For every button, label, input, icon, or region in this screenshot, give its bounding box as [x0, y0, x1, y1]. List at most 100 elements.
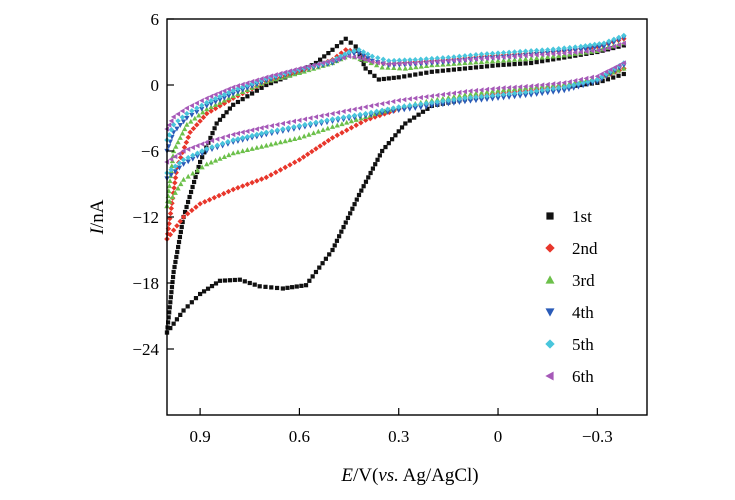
data-point — [203, 146, 210, 152]
data-point — [367, 70, 373, 75]
data-point — [208, 101, 214, 107]
data-point — [599, 71, 604, 77]
data-point — [310, 274, 315, 279]
data-point — [185, 134, 192, 141]
data-point — [287, 68, 293, 74]
data-point — [177, 135, 183, 140]
data-point — [174, 317, 180, 322]
data-point — [170, 121, 177, 128]
data-point — [407, 118, 412, 123]
x-axis-label: E/V(vs. Ag/AgCl) — [340, 465, 478, 486]
data-point — [572, 49, 578, 55]
data-point — [612, 64, 618, 71]
data-point — [320, 261, 325, 266]
data-point — [580, 80, 586, 86]
data-point — [571, 85, 577, 91]
legend-marker — [545, 339, 555, 349]
data-point — [368, 103, 374, 109]
data-point — [495, 87, 501, 93]
data-point — [429, 99, 435, 106]
data-point — [249, 78, 255, 85]
data-point — [280, 120, 285, 127]
data-point — [232, 277, 237, 283]
data-point — [208, 135, 213, 141]
data-point — [591, 41, 598, 48]
data-point — [330, 47, 335, 52]
y-tick-label: 0 — [151, 76, 160, 95]
data-point — [170, 227, 177, 233]
data-point — [561, 45, 567, 51]
data-point — [179, 130, 186, 136]
data-point — [489, 50, 496, 57]
data-point — [258, 125, 264, 131]
data-point — [197, 118, 203, 124]
data-point — [550, 89, 556, 95]
data-point — [572, 77, 578, 84]
data-point — [582, 47, 589, 52]
data-point — [184, 105, 189, 111]
data-point — [175, 185, 181, 191]
data-point — [434, 58, 440, 65]
data-point — [468, 65, 473, 71]
data-point — [539, 54, 545, 60]
data-point — [201, 289, 207, 294]
data-point — [351, 106, 357, 112]
data-point — [185, 304, 190, 309]
data-point — [361, 184, 366, 189]
data-point — [244, 82, 251, 89]
data-point — [230, 87, 236, 94]
data-point — [230, 150, 236, 156]
data-point — [451, 67, 456, 72]
data-point — [244, 133, 251, 140]
data-point — [603, 71, 609, 77]
data-point — [194, 109, 200, 115]
data-point — [324, 117, 330, 123]
data-point — [451, 57, 456, 64]
data-point — [484, 64, 490, 69]
data-point — [506, 91, 512, 97]
data-point — [517, 53, 523, 59]
data-point — [235, 99, 241, 105]
legend-label: 5th — [572, 335, 594, 354]
data-point — [434, 99, 441, 105]
data-point — [418, 60, 423, 66]
data-point — [506, 54, 512, 60]
data-point — [407, 96, 412, 102]
data-point — [346, 113, 352, 120]
data-point — [379, 64, 385, 70]
data-point — [212, 95, 219, 102]
data-point — [511, 94, 518, 100]
data-point — [401, 107, 407, 113]
data-point — [268, 141, 274, 147]
data-point — [282, 69, 288, 75]
data-point — [445, 58, 451, 64]
data-point — [169, 285, 175, 290]
data-point — [567, 50, 572, 56]
data-point — [511, 53, 517, 60]
x-tick-label: 0.3 — [388, 427, 409, 446]
data-point — [182, 126, 188, 132]
data-point — [596, 45, 602, 50]
data-point — [473, 87, 479, 94]
data-point — [217, 278, 223, 283]
data-point — [555, 45, 562, 52]
data-point — [339, 40, 344, 45]
data-point — [339, 121, 345, 127]
data-point — [263, 284, 268, 289]
data-point — [194, 167, 201, 173]
data-point — [185, 154, 191, 161]
data-point — [244, 147, 251, 152]
data-point — [167, 310, 172, 315]
data-point — [329, 116, 336, 122]
data-point — [335, 109, 341, 116]
legend-marker — [545, 308, 555, 317]
data-point — [194, 143, 200, 149]
data-point — [230, 95, 236, 101]
data-point — [462, 95, 468, 101]
data-point — [489, 88, 496, 94]
data-point — [368, 109, 374, 116]
data-point — [191, 179, 197, 185]
data-point — [594, 76, 601, 83]
data-point — [435, 69, 440, 74]
data-point — [424, 70, 429, 75]
